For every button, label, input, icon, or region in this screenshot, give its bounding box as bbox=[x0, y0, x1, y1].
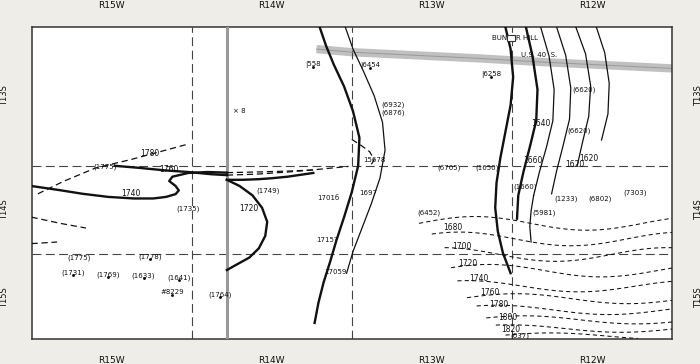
Text: |6454: |6454 bbox=[360, 62, 379, 70]
Text: 1740: 1740 bbox=[121, 189, 141, 198]
Text: (1764): (1764) bbox=[209, 291, 232, 298]
Text: 1740: 1740 bbox=[469, 274, 489, 283]
Text: (5981): (5981) bbox=[532, 209, 556, 216]
Text: 1660: 1660 bbox=[524, 156, 542, 165]
Text: R12W: R12W bbox=[579, 356, 606, 364]
Text: 1620: 1620 bbox=[565, 161, 584, 169]
Text: 1760: 1760 bbox=[160, 165, 179, 174]
Text: 1780: 1780 bbox=[141, 149, 160, 158]
Text: R15W: R15W bbox=[98, 1, 125, 10]
Text: (1233): (1233) bbox=[554, 196, 578, 202]
Text: (6620): (6620) bbox=[572, 86, 595, 93]
Text: (6705): (6705) bbox=[438, 165, 461, 171]
Text: BUNKER HILL: BUNKER HILL bbox=[492, 35, 538, 41]
Text: (1641): (1641) bbox=[167, 274, 190, 281]
Text: (1731): (1731) bbox=[62, 270, 85, 276]
Text: 1720: 1720 bbox=[239, 204, 259, 213]
Text: (6876): (6876) bbox=[382, 110, 405, 116]
Text: R15W: R15W bbox=[98, 356, 125, 364]
Text: (6452): (6452) bbox=[417, 210, 440, 216]
Text: 15678: 15678 bbox=[363, 157, 386, 163]
Text: (6620): (6620) bbox=[568, 127, 591, 134]
Text: (1749): (1749) bbox=[257, 188, 280, 194]
Text: R14W: R14W bbox=[258, 356, 285, 364]
Text: (1660): (1660) bbox=[513, 183, 536, 190]
Text: 1800: 1800 bbox=[498, 313, 517, 322]
Text: 1640: 1640 bbox=[531, 119, 550, 128]
Text: (6802): (6802) bbox=[588, 195, 611, 202]
Text: U.S. 40  S.: U.S. 40 S. bbox=[522, 52, 558, 58]
Text: R13W: R13W bbox=[419, 356, 445, 364]
Text: 1760: 1760 bbox=[480, 288, 499, 297]
Text: × 8: × 8 bbox=[233, 108, 246, 114]
Text: (1778): (1778) bbox=[138, 254, 162, 260]
Text: 1701б: 1701б bbox=[317, 195, 340, 201]
Text: 1697: 1697 bbox=[359, 190, 377, 196]
Text: 1620: 1620 bbox=[579, 154, 598, 162]
Text: R14W: R14W bbox=[258, 1, 285, 10]
Text: R12W: R12W bbox=[579, 1, 606, 10]
Text: T14S: T14S bbox=[694, 199, 700, 220]
Bar bbox=[507, 35, 515, 41]
Text: (637): (637) bbox=[510, 332, 529, 339]
Text: (7303): (7303) bbox=[623, 190, 647, 196]
Text: R13W: R13W bbox=[419, 1, 445, 10]
Text: 1680: 1680 bbox=[443, 223, 463, 232]
Text: (6932): (6932) bbox=[382, 101, 405, 108]
Text: (1769): (1769) bbox=[97, 272, 120, 278]
Text: 17059: 17059 bbox=[325, 269, 347, 274]
Text: 1720: 1720 bbox=[458, 259, 478, 268]
Text: 1780: 1780 bbox=[489, 300, 509, 309]
Text: 1700: 1700 bbox=[452, 242, 472, 251]
Text: 1820: 1820 bbox=[501, 325, 520, 334]
Text: T14S: T14S bbox=[0, 199, 9, 220]
Text: T15S: T15S bbox=[694, 288, 700, 308]
Text: (1735): (1735) bbox=[176, 206, 200, 212]
Text: T13S: T13S bbox=[0, 85, 9, 106]
Text: 1715?: 1715? bbox=[316, 237, 338, 244]
Text: |6258: |6258 bbox=[481, 71, 500, 78]
Text: T13S: T13S bbox=[694, 85, 700, 106]
Text: (1775): (1775) bbox=[94, 163, 117, 170]
Text: (1775): (1775) bbox=[68, 255, 91, 261]
Text: (1633): (1633) bbox=[132, 272, 155, 279]
Text: #8229: #8229 bbox=[160, 289, 184, 296]
Text: |558: |558 bbox=[305, 61, 321, 68]
Text: T15S: T15S bbox=[0, 288, 9, 308]
Text: (1650): (1650) bbox=[476, 165, 499, 171]
